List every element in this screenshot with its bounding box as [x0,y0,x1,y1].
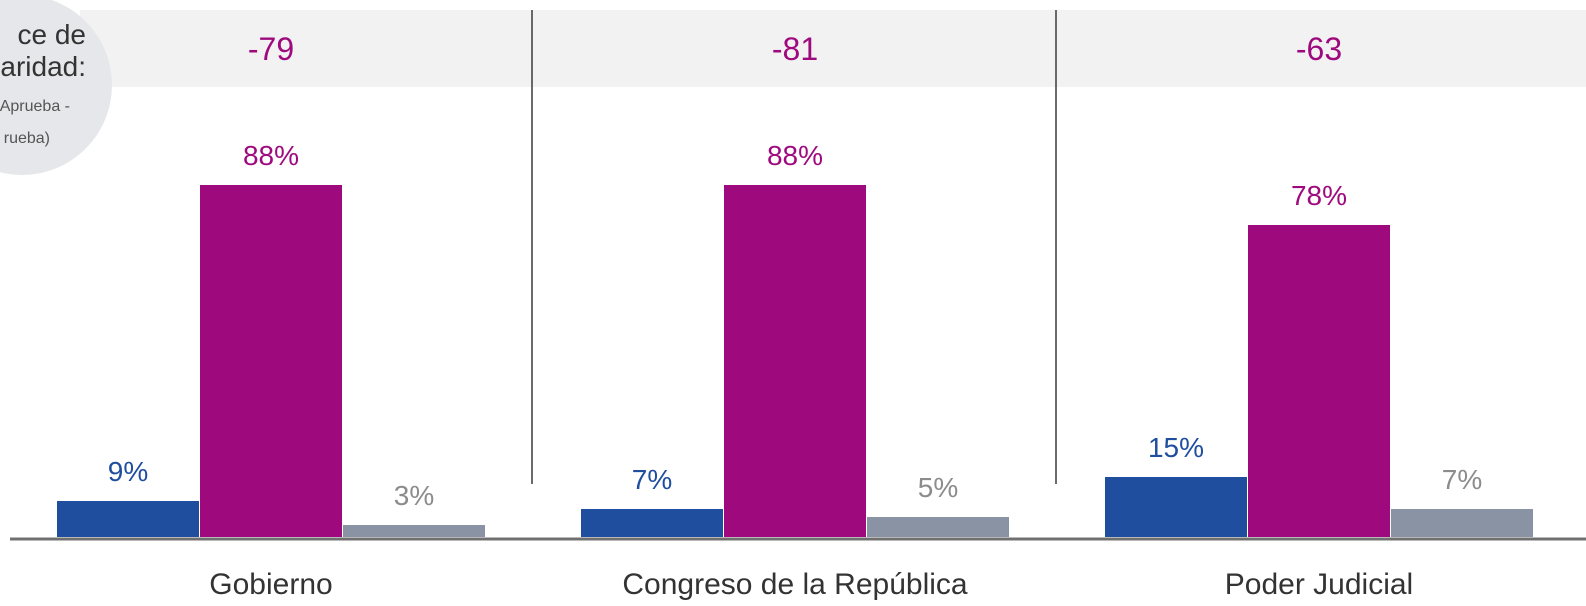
bar-label-3-series-1: 15% [1148,432,1204,463]
category-label-3: Poder Judicial [1225,568,1413,601]
badge-circle [0,0,112,175]
bar-3-series-3 [1391,509,1533,537]
bar-2-series-2 [724,185,866,537]
bar-value-labels: 9% 88% 3% 7% 88% 5% 15% 78% 7% [108,140,1482,511]
bar-1-series-3 [343,525,485,537]
bar-label-2-series-2: 88% [767,140,823,171]
bar-2-series-3 [867,517,1009,537]
bar-label-1-series-2: 88% [243,140,299,171]
index-value-1: -79 [248,31,294,67]
badge-title-line2: aridad: [0,51,86,82]
badge-subtitle-line2: rueba) [4,130,50,147]
bar-2-series-1 [581,509,723,537]
index-value-3: -63 [1296,31,1342,67]
index-values: -79 -81 -63 [248,31,1342,67]
bars [57,185,1533,537]
category-labels: Gobierno Congreso de la República Poder Ju… [209,568,1413,601]
group-dividers [531,10,1057,484]
bar-label-2-series-3: 5% [918,472,958,503]
popularity-badge: ce de aridad: Aprueba - rueba) [0,0,112,175]
index-band [80,10,1586,87]
bar-3-series-2 [1248,225,1390,537]
badge-subtitle-line1: Aprueba - [0,98,70,115]
category-label-1: Gobierno [209,568,332,601]
index-value-2: -81 [772,31,818,67]
bar-1-series-2 [200,185,342,537]
bar-1-series-1 [57,501,199,537]
bar-label-3-series-3: 7% [1442,464,1482,495]
bar-label-1-series-1: 9% [108,456,148,487]
bar-label-3-series-2: 78% [1291,180,1347,211]
badge-title-line1: ce de [18,19,87,50]
bar-label-2-series-1: 7% [632,464,672,495]
bar-3-series-1 [1105,477,1247,537]
category-label-2: Congreso de la República [622,568,968,601]
bar-label-1-series-3: 3% [394,480,434,511]
